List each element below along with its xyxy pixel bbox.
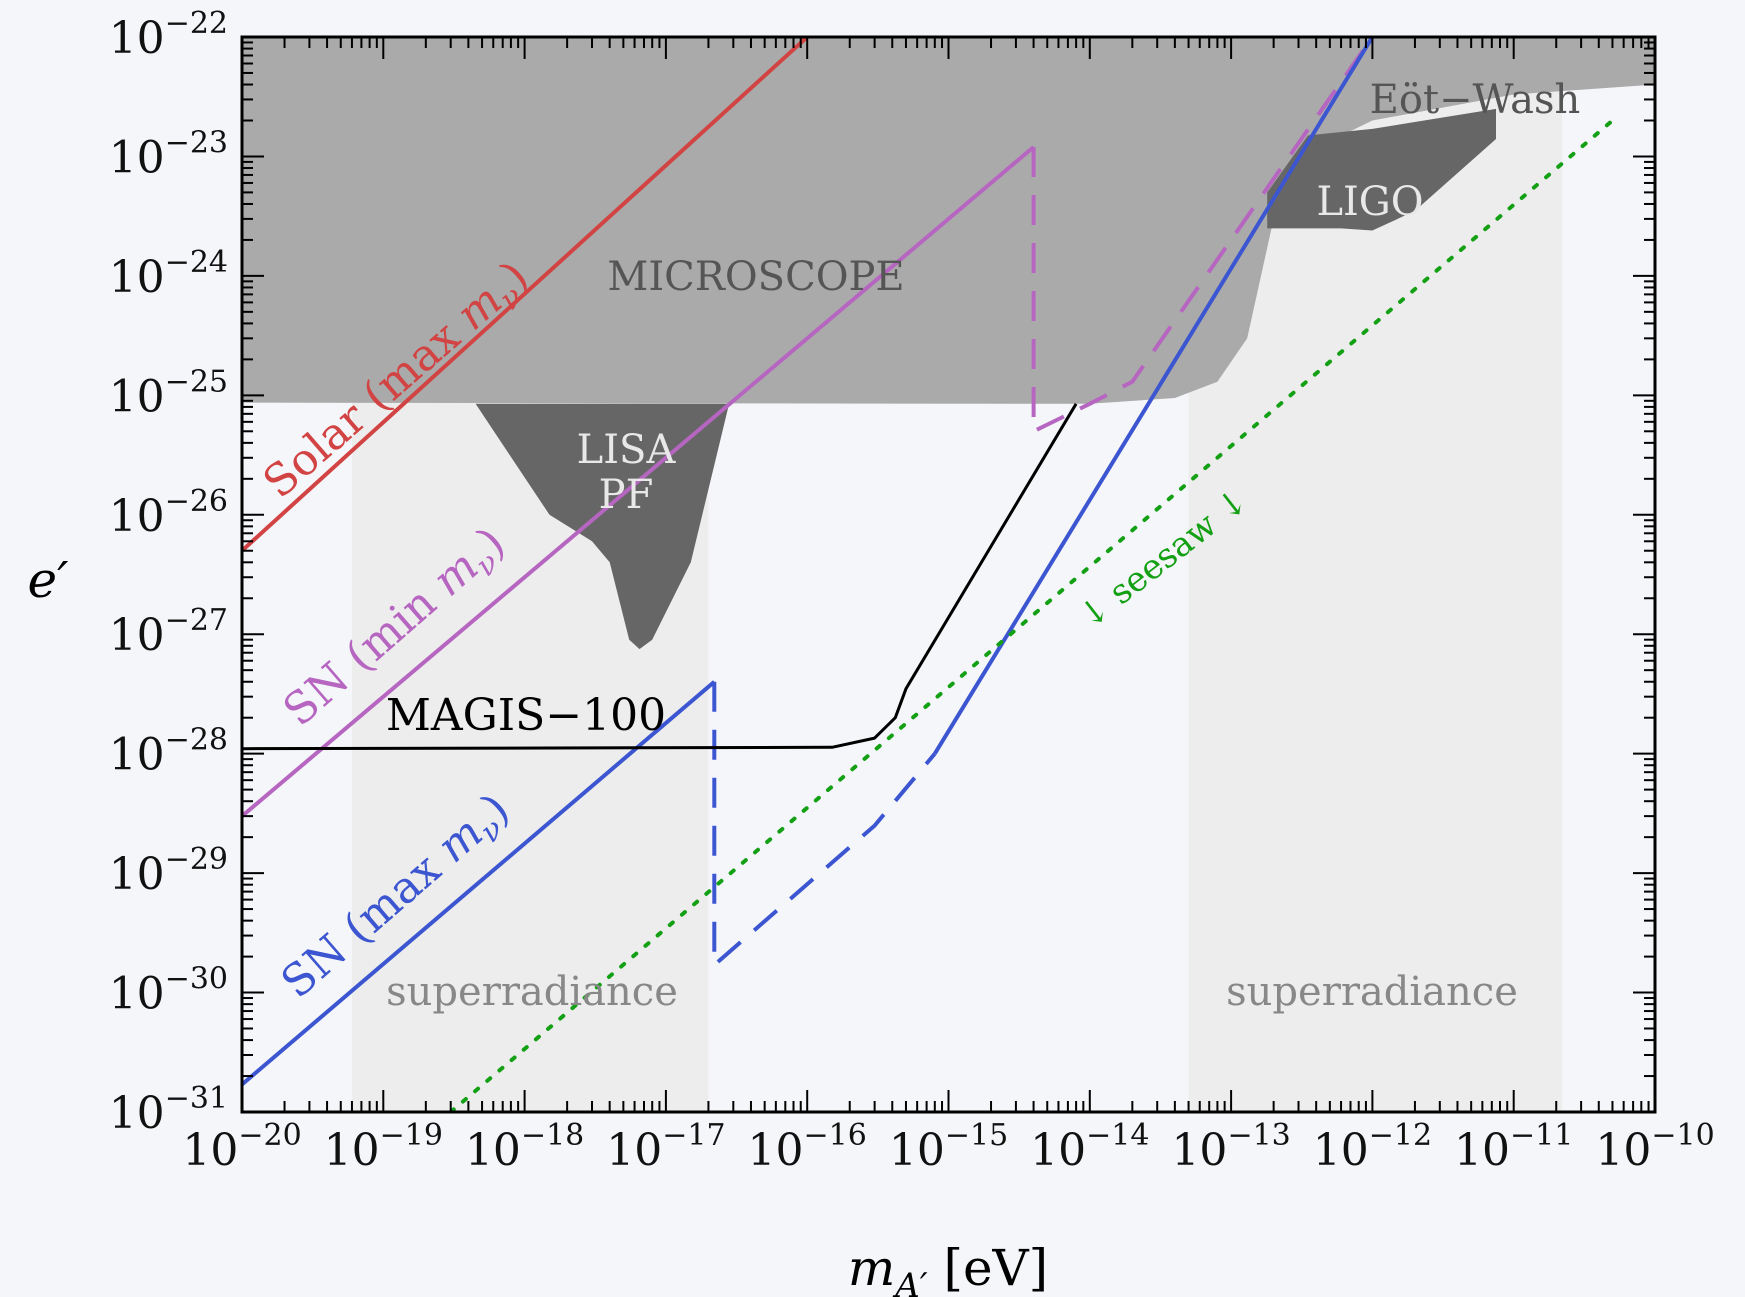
superradiance-left-label: superradiance xyxy=(386,969,678,1015)
series-sn-min-m- xyxy=(242,145,1035,818)
x-tick-label: 10−16 xyxy=(748,1118,867,1176)
series-seesaw xyxy=(448,118,1615,1112)
y-tick-label: 10−25 xyxy=(109,364,228,422)
x-tick-label: 10−19 xyxy=(324,1118,443,1176)
series-magis-100 xyxy=(242,403,1078,751)
x-axis-label-main: m xyxy=(848,1239,895,1297)
series-layer xyxy=(242,37,1615,1112)
series-sn-max-m-high xyxy=(933,37,1375,755)
eot-wash-label: Eöt−Wash xyxy=(1370,77,1581,123)
y-tick-label: 10−24 xyxy=(109,245,228,303)
y-tick-label: 10−29 xyxy=(109,842,228,900)
ligo-label: LIGO xyxy=(1316,179,1423,225)
x-tick-label: 10−10 xyxy=(1595,1118,1714,1176)
x-tick-label: 10−13 xyxy=(1171,1118,1290,1176)
x-tick-label: 10−14 xyxy=(1030,1118,1149,1176)
y-tick-label: 10−26 xyxy=(109,484,228,542)
magis-label: MAGIS−100 xyxy=(386,690,666,741)
y-tick-label: 10−31 xyxy=(109,1081,228,1139)
y-tick-label: 10−28 xyxy=(109,723,228,781)
series-sn-min-m-dashed xyxy=(1031,37,1375,434)
series-solar-max-m- xyxy=(242,37,809,553)
x-axis-label-unit: [eV] xyxy=(928,1239,1049,1297)
y-axis-label: e′ xyxy=(28,551,70,609)
y-tick-label: 10−22 xyxy=(109,6,228,64)
pf-label: PF xyxy=(599,472,654,518)
x-tick-label: 10−18 xyxy=(465,1118,584,1176)
y-tick-label: 10−23 xyxy=(109,125,228,183)
x-tick-label: 10−17 xyxy=(606,1118,725,1176)
y-tick-label: 10−30 xyxy=(109,962,228,1020)
x-tick-label: 10−20 xyxy=(182,1118,301,1176)
series-sn-max-m-dashed xyxy=(712,681,937,967)
x-axis-label-sub: A′ xyxy=(892,1266,928,1297)
y-tick-label: 10−27 xyxy=(109,603,228,661)
ticks-layer xyxy=(241,36,1656,1113)
lisa-label: LISA xyxy=(577,427,677,473)
lisa-pf-region xyxy=(475,403,730,650)
x-tick-label: 10−11 xyxy=(1454,1118,1573,1176)
tick-labels-layer: 10−20 10−19 10−18 10−17 10−16 10−15 10−14 10−13… xyxy=(109,6,1715,1176)
microscope-label: MICROSCOPE xyxy=(607,254,904,300)
ligo-region xyxy=(1267,108,1496,231)
x-axis-label: mA′ [eV] xyxy=(848,1239,1048,1297)
x-tick-label: 10−15 xyxy=(889,1118,1008,1176)
x-tick-label: 10−12 xyxy=(1313,1118,1432,1176)
superradiance-right-label: superradiance xyxy=(1226,969,1518,1015)
